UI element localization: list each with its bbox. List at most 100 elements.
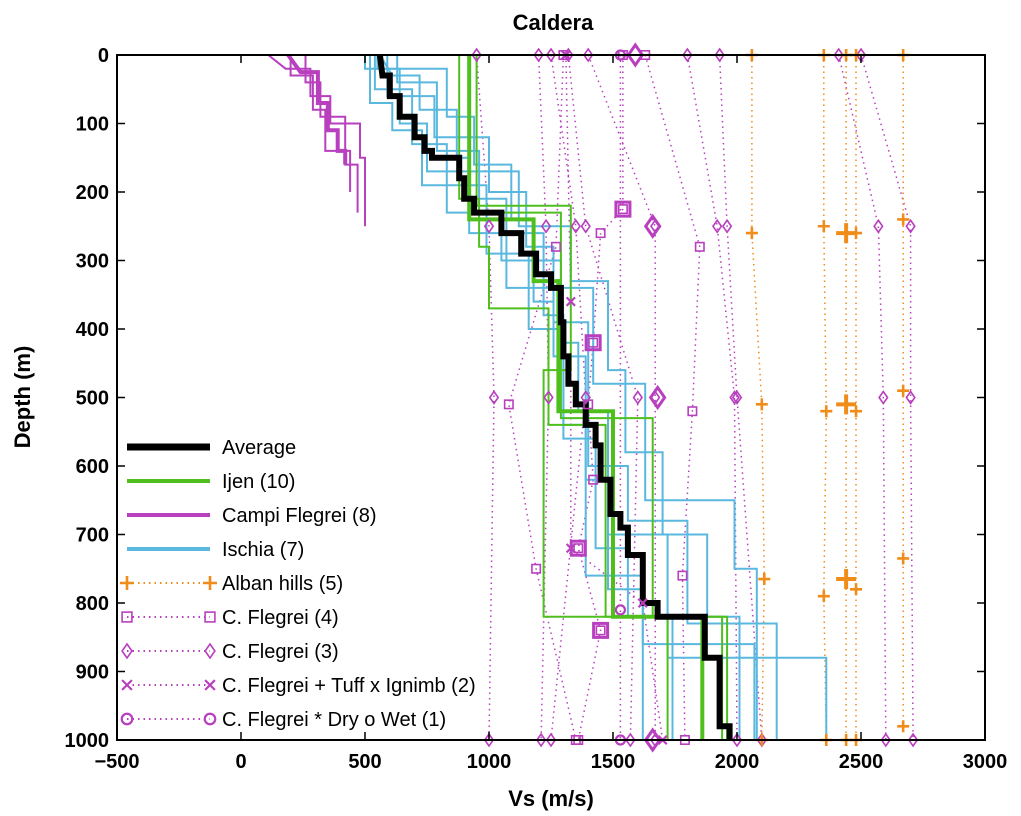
marker-square-9-6: [573, 543, 584, 554]
marker-diamond-3-1: [580, 218, 591, 234]
plot-frame: [116, 54, 986, 741]
legend-label: C. Flegrei * Dry o Wet (1): [222, 709, 446, 731]
x-axis-label: Vs (m/s): [508, 786, 594, 811]
marker-diamond-2-1: [570, 218, 581, 234]
marker-plus-15-3: [850, 583, 863, 596]
marker-diamond-8-1: [905, 218, 916, 234]
legend-marker-end: [203, 712, 217, 726]
marker-diamond-6-2: [731, 390, 743, 405]
legend-label: Ischia (7): [222, 539, 304, 561]
x-tick-label: 1000: [467, 751, 512, 773]
x-tick-label: 2000: [715, 751, 760, 773]
legend-label: C. Flegrei + Tuff x Ignimb (2): [222, 675, 476, 697]
legend-label: C. Flegrei (4): [222, 607, 339, 629]
marker-square-9-2: [595, 228, 606, 239]
marker-plus-13-3: [817, 590, 830, 603]
marker-diamond-5-3: [731, 732, 743, 748]
legend-marker-end: [203, 576, 217, 590]
marker-diamond-2-2: [580, 390, 591, 405]
marker-diamond-2-0: [545, 47, 557, 63]
marker-square-9-1: [617, 204, 628, 215]
marker-diamond-7-2: [878, 390, 889, 405]
marker-diamond-7-0: [833, 47, 844, 63]
legend-marker-start: [120, 576, 134, 590]
x-tick-label: 0: [235, 751, 246, 773]
dotted-profile-flegrei-square-10: [644, 54, 701, 741]
large-marker-plus-5: [836, 394, 857, 415]
legend-marker-end: [204, 679, 216, 691]
legend-marker-end: [204, 642, 216, 660]
marker-square-9-4: [583, 399, 594, 410]
large-marker-square-10: [592, 621, 610, 639]
large-marker-diamond-3: [643, 727, 662, 753]
legend-label: Average: [222, 437, 296, 459]
solid-profiles: [267, 53, 828, 740]
y-axis-label: Depth (m): [10, 346, 35, 449]
marker-plus-12-1: [745, 227, 758, 240]
marker-plus-13-2: [820, 405, 833, 418]
series-campi-10: [286, 53, 348, 165]
marker-square-10-2: [687, 406, 698, 417]
marker-diamond-0-1: [483, 218, 495, 234]
series-ijen-12: [475, 55, 669, 740]
dotted-profile-flegrei-square-11: [508, 54, 577, 741]
chart-title: Caldera: [513, 10, 594, 35]
marker-diamond-8-2: [905, 390, 916, 405]
marker-diamond-0-2: [488, 390, 500, 405]
y-tick-label: 900: [76, 662, 109, 684]
marker-diamond-3-3: [625, 732, 636, 748]
large-marker-plus-4: [836, 223, 857, 244]
large-marker-diamond-1: [643, 213, 662, 239]
y-tick-label: 300: [76, 251, 109, 273]
marker-diamond-5-2: [729, 390, 740, 405]
x-tick-label: 2500: [839, 751, 884, 773]
marker-x-17-3: [637, 598, 648, 608]
marker-diamond-8-3: [907, 732, 919, 748]
marker-plus-16-1: [897, 213, 910, 226]
marker-diamond-1-2: [543, 390, 554, 405]
legend-label: Ijen (10): [222, 471, 295, 493]
marker-diamond-6-1: [721, 218, 733, 234]
large-marker-square-9: [569, 539, 587, 557]
marker-diamond-7-3: [880, 732, 891, 748]
marker-square-10-1: [694, 241, 705, 252]
large-marker-diamond-2: [648, 384, 667, 411]
marker-diamond-5-0: [682, 47, 693, 63]
marker-square-11-3: [531, 563, 542, 574]
legend: Average Ijen (10) Campi Flegrei (8) Ischia …: [120, 437, 476, 731]
marker-plus-12-3: [758, 573, 771, 586]
y-tick-label: 700: [76, 525, 109, 547]
marker-plus-16-3: [897, 552, 910, 565]
marker-square-9-7: [595, 625, 606, 636]
series-campi-9: [304, 55, 359, 213]
legend-marker-start: [121, 642, 133, 660]
legend-marker-start: [121, 679, 133, 691]
marker-diamond-0-0: [471, 47, 482, 63]
marker-diamond-2-3: [545, 732, 557, 748]
dotted-profile-alban-plus-13: [823, 55, 828, 741]
marker-diamond-1-3: [535, 732, 547, 748]
y-tick-label: 600: [76, 456, 109, 478]
legend-label: Campi Flegrei (8): [222, 505, 376, 527]
marker-square-10-3: [677, 570, 688, 581]
marker-square-11-1: [550, 241, 561, 252]
marker-x-17-1: [565, 296, 576, 307]
series-ischia-2: [364, 55, 741, 740]
marker-diamond-6-0: [714, 47, 725, 63]
series-average-15: [376, 54, 733, 740]
marker-diamond-3-0: [563, 47, 574, 63]
marker-plus-16-2: [897, 384, 910, 397]
large-marker-diamond-0: [626, 42, 645, 68]
marker-diamond-3-2: [632, 390, 643, 405]
y-tick-label: 200: [76, 182, 109, 204]
y-tick-label: 0: [98, 45, 109, 67]
legend-marker-start: [121, 611, 133, 623]
legend-label: Alban hills (5): [222, 573, 343, 595]
marker-square-9-5: [588, 474, 599, 485]
y-tick-label: 1000: [65, 730, 110, 752]
marker-diamond-0-3: [483, 732, 495, 748]
marker-diamond-7-1: [873, 218, 884, 234]
dotted-profile-alban-plus-12: [751, 55, 766, 741]
large-marker-plus-6: [836, 569, 857, 590]
